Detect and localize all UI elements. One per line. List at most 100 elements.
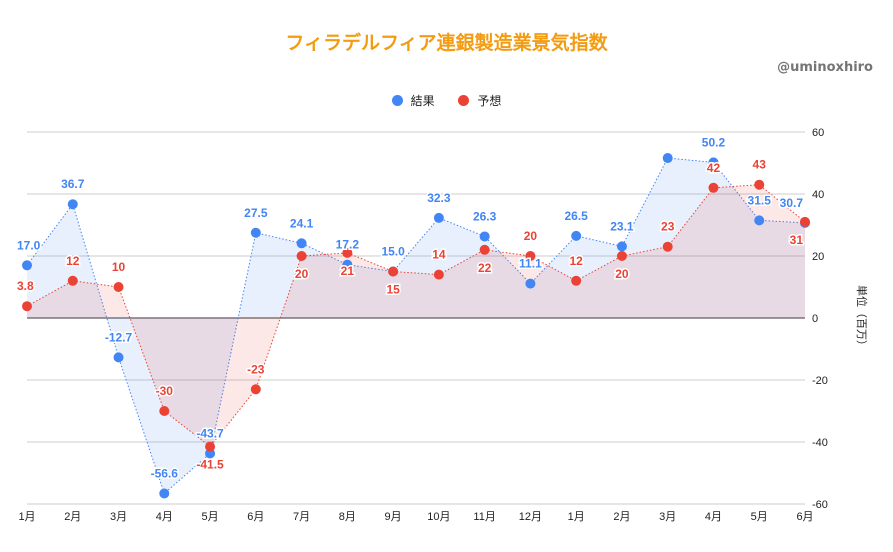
x-tick-label: 7月 [293, 511, 310, 523]
data-label: -41.5 [196, 458, 224, 472]
data-label: -12.7 [105, 330, 133, 344]
data-label: 23.1 [610, 219, 634, 233]
data-label: 32.3 [427, 191, 451, 205]
data-point [708, 157, 719, 168]
x-tick-label: 11月 [473, 511, 495, 523]
data-label: 20 [615, 267, 629, 281]
legend-item-forecast[interactable]: 予想 [458, 92, 501, 109]
y-tick-label: -40 [812, 437, 828, 449]
x-tick-label: 10月 [427, 511, 450, 523]
data-label: 12 [569, 254, 583, 268]
data-point [296, 251, 307, 261]
data-label: -30 [156, 384, 174, 398]
data-label: 26.5 [564, 209, 588, 223]
data-label: 21 [341, 264, 355, 278]
x-tick-label: 3月 [659, 511, 676, 523]
data-label: 17.2 [336, 238, 360, 252]
data-point [22, 301, 32, 312]
x-tick-label: 12月 [519, 511, 542, 523]
legend-marker [458, 95, 470, 106]
x-tick-label: 5月 [201, 511, 218, 523]
data-label: 22 [478, 261, 492, 275]
series-area [27, 184, 805, 447]
legend-label: 結果 [410, 94, 435, 108]
data-point [433, 269, 444, 280]
data-label: 23 [661, 220, 675, 234]
x-tick-label: 2月 [64, 511, 81, 523]
data-label: 24.1 [290, 216, 314, 230]
x-tick-label: 1月 [568, 511, 585, 523]
data-point [113, 352, 124, 363]
y-tick-label: -60 [812, 499, 828, 511]
data-point [479, 244, 490, 255]
x-tick-label: 3月 [110, 511, 127, 523]
data-point [571, 275, 582, 286]
data-label: 27.5 [244, 206, 268, 220]
data-point [67, 275, 78, 286]
data-point [525, 278, 536, 289]
series-area [27, 158, 805, 494]
x-tick-label: 4月 [156, 511, 173, 523]
data-point [433, 212, 444, 223]
data-point [113, 282, 124, 292]
data-label: 3.8 [17, 279, 34, 293]
data-point [205, 441, 216, 452]
data-point [159, 488, 170, 499]
data-point [754, 215, 765, 226]
data-point [708, 182, 719, 193]
data-point [388, 266, 399, 277]
data-label: 14 [432, 248, 446, 262]
legend-item-result[interactable]: 結果 [391, 92, 435, 109]
data-label: 26.3 [473, 209, 497, 223]
x-tick-label: 6月 [247, 511, 264, 523]
y-tick-label: 0 [812, 313, 818, 325]
data-point [800, 216, 810, 227]
x-tick-label: 4月 [705, 511, 722, 523]
data-point [662, 241, 673, 252]
chart-title: フィラデルフィア連銀製造業景気指数 [285, 32, 608, 54]
y-tick-label: 40 [812, 189, 824, 201]
data-label: -43.7 [196, 426, 224, 440]
y-tick-label: 20 [812, 251, 824, 263]
data-label: 36.7 [61, 177, 85, 191]
y-axis-label: 単位（百万） [855, 285, 869, 351]
data-point [159, 406, 170, 416]
data-point [571, 230, 582, 241]
data-label: 15.0 [381, 245, 405, 259]
data-label: 12 [66, 254, 80, 268]
data-point [342, 247, 353, 258]
data-point [662, 153, 673, 164]
data-label: 31.5 [748, 193, 772, 207]
data-point [479, 231, 490, 242]
series-line [26, 157, 806, 495]
data-point [250, 384, 261, 395]
legend-marker [391, 95, 403, 106]
data-point [250, 227, 261, 238]
y-tick-label: -20 [812, 375, 828, 387]
data-label: 20 [295, 267, 309, 281]
data-label: 15 [386, 283, 400, 297]
data-label: -23 [247, 362, 265, 376]
x-tick-label: 5月 [751, 511, 768, 523]
data-point [754, 179, 765, 190]
x-tick-label: 1月 [18, 511, 35, 523]
x-tick-label: 6月 [796, 511, 813, 523]
data-label: 20 [524, 229, 538, 243]
data-label: 42 [707, 161, 721, 175]
data-point [22, 260, 32, 271]
y-tick-label: 60 [812, 127, 824, 139]
data-label: 43 [753, 158, 767, 172]
data-label: 17.0 [17, 238, 41, 252]
x-tick-label: 2月 [613, 511, 630, 523]
x-tick-label: 9月 [385, 511, 402, 523]
data-point [616, 241, 627, 252]
data-point [525, 251, 536, 261]
data-label: 50.2 [702, 135, 726, 149]
legend: 結果 予想 [0, 92, 893, 109]
data-point [67, 199, 78, 210]
data-label: 11.1 [519, 257, 542, 271]
data-label: 30.7 [780, 196, 804, 210]
data-label: -56.6 [151, 466, 179, 480]
